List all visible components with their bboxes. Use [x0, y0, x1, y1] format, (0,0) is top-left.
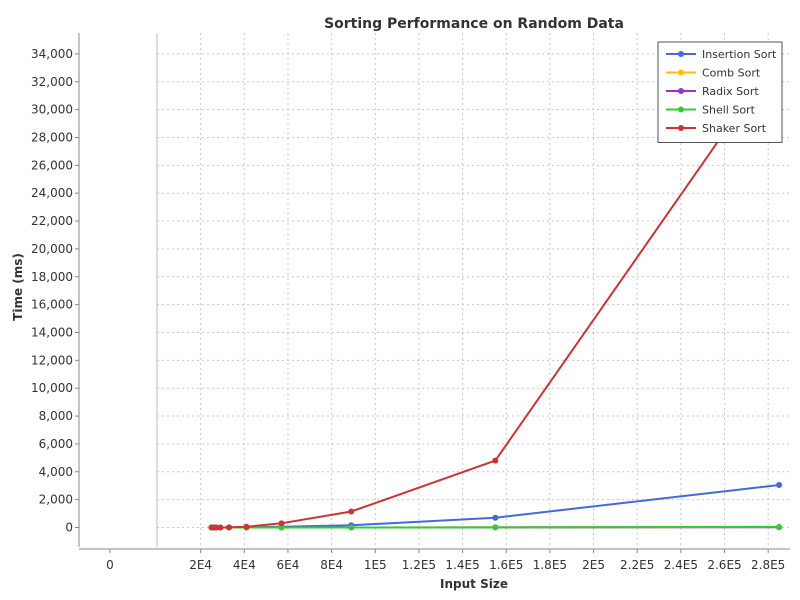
y-tick-label: 28,000 [31, 130, 73, 144]
data-point [212, 524, 219, 531]
y-axis-ticks: 0 2,000 4,000 6,000 8,000 10,000 12,000 14,000 1… [31, 47, 79, 534]
legend-label: Shaker Sort [702, 122, 767, 135]
legend-label: Comb Sort [702, 67, 761, 80]
legend-item: Insertion Sort [666, 48, 777, 61]
axes [78, 33, 790, 550]
legend-swatch-marker [678, 125, 684, 131]
chart-title: Sorting Performance on Random Data [324, 16, 624, 32]
x-tick-label: 2.4E5 [664, 558, 698, 572]
y-tick-label: 30,000 [31, 103, 73, 117]
x-tick-label: 1.2E5 [402, 558, 436, 572]
data-point [492, 524, 499, 531]
x-tick-label: 0 [106, 558, 114, 572]
y-tick-label: 8,000 [39, 409, 73, 423]
legend-label: Insertion Sort [702, 48, 777, 61]
x-tick-label: 6E4 [277, 558, 300, 572]
y-tick-label: 4,000 [39, 465, 73, 479]
y-tick-label: 12,000 [31, 353, 73, 367]
x-tick-label: 2.8E5 [751, 558, 785, 572]
x-tick-label: 1.6E5 [489, 558, 523, 572]
data-point [243, 523, 250, 530]
legend: Insertion Sort Comb Sort Radix Sort Shell S… [657, 41, 783, 143]
data-point [348, 524, 355, 531]
data-point [492, 457, 499, 464]
y-tick-label: 26,000 [31, 158, 73, 172]
y-tick-label: 6,000 [39, 437, 73, 451]
y-tick-label: 0 [65, 520, 73, 534]
y-tick-label: 14,000 [31, 325, 73, 339]
data-point [492, 514, 499, 521]
x-tick-label: 2.2E5 [620, 558, 654, 572]
x-tick-label: 2E5 [582, 558, 605, 572]
legend-swatch-marker [678, 88, 684, 94]
x-tick-label: 8E4 [320, 558, 343, 572]
x-tick-label: 4E4 [233, 558, 256, 572]
grid-lines [157, 33, 790, 547]
x-tick-label: 1E5 [364, 558, 387, 572]
y-tick-label: 22,000 [31, 214, 73, 228]
y-tick-label: 20,000 [31, 242, 73, 256]
legend-swatch-marker [678, 51, 684, 57]
data-point [278, 520, 285, 527]
series-shaker-sort [208, 50, 783, 531]
x-tick-label: 1.4E5 [445, 558, 479, 572]
legend-swatch-marker [678, 69, 684, 76]
y-tick-label: 2,000 [39, 493, 73, 507]
x-axis-ticks: 0 2E4 4E4 6E4 8E4 1E5 1.2E5 1.4E5 1.6E5 1.8E5 2E5 2… [106, 549, 785, 572]
legend-label: Shell Sort [702, 104, 756, 117]
legend-label: Radix Sort [702, 85, 759, 98]
legend-item: Shell Sort [666, 104, 756, 117]
x-tick-label: 1.8E5 [533, 558, 567, 572]
data-point [217, 524, 224, 531]
y-tick-label: 32,000 [31, 75, 73, 89]
series-layer [208, 50, 783, 531]
y-tick-label: 18,000 [31, 270, 73, 284]
x-tick-label: 2E4 [189, 558, 212, 572]
data-point [226, 524, 233, 531]
data-point [776, 482, 783, 489]
x-axis-label: Input Size [440, 577, 508, 591]
legend-item: Radix Sort [666, 85, 759, 98]
data-point [776, 523, 783, 530]
legend-swatch-marker [678, 106, 684, 113]
y-tick-label: 16,000 [31, 298, 73, 312]
legend-item: Comb Sort [666, 67, 761, 80]
legend-item: Shaker Sort [666, 122, 767, 135]
data-point [278, 524, 285, 531]
y-axis-label: Time (ms) [11, 253, 25, 321]
y-tick-label: 34,000 [31, 47, 73, 61]
y-tick-label: 24,000 [31, 186, 73, 200]
y-tick-label: 10,000 [31, 381, 73, 395]
x-tick-label: 2.6E5 [707, 558, 741, 572]
data-point [348, 508, 355, 515]
